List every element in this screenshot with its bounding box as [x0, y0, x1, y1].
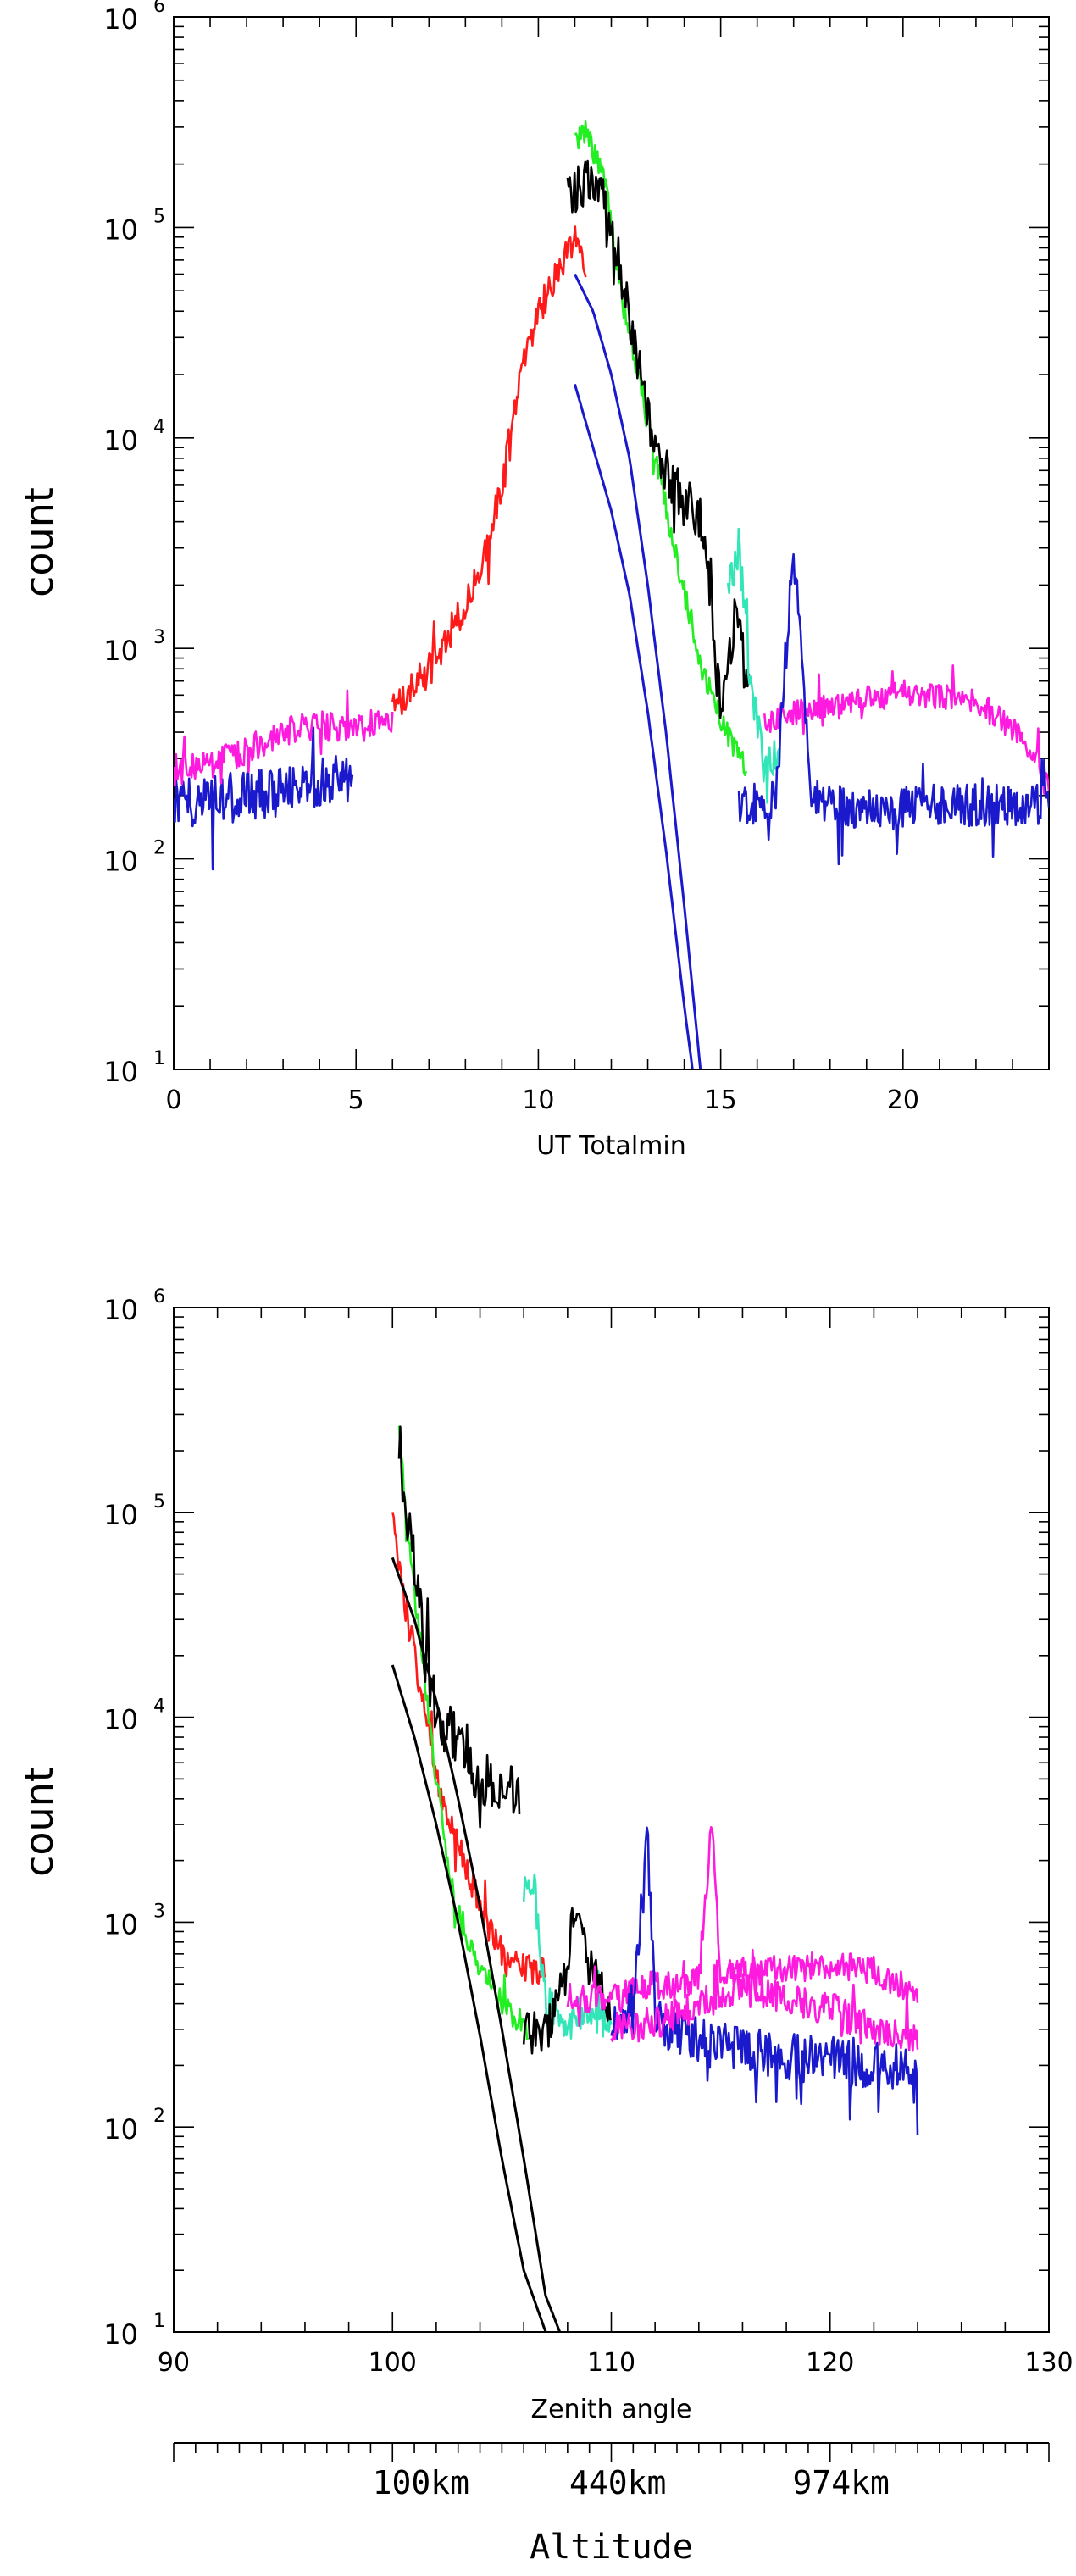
y-tick-label-exp: 5: [153, 206, 165, 227]
series-teal-line: [522, 1873, 613, 2040]
altitude-tick-label: 974km: [792, 2464, 889, 2501]
y-tick-label-base: 10: [103, 1908, 138, 1940]
x-tick-label: 20: [887, 1085, 919, 1115]
y-tick-label: 10 6: [103, 0, 165, 36]
altitude-tick-label: 440km: [569, 2464, 666, 2501]
fit-curve-line: [391, 1557, 562, 2332]
y-tick-label-exp: 1: [153, 2311, 165, 2332]
y-tick-label: 10 3: [103, 627, 165, 667]
plot-frame: [173, 1307, 1050, 2333]
y-tick-label: 10 4: [103, 417, 165, 457]
y-tick-label-base: 10: [103, 1499, 138, 1531]
y-tick-label-exp: 3: [153, 1901, 165, 1922]
altitude-tick-label: 100km: [373, 2464, 469, 2501]
x-tick-label: 5: [348, 1085, 364, 1115]
x-tick-label: 90: [158, 2348, 190, 2378]
y-tick-label-exp: 2: [153, 838, 165, 859]
x-tick-label: 10: [522, 1085, 554, 1115]
series-magenta-line: [566, 1826, 919, 2028]
y-tick-label-exp: 3: [153, 627, 165, 648]
x-tick-label: 100: [369, 2348, 417, 2378]
y-axis-title: count: [16, 487, 62, 597]
x-tick-label: 110: [587, 2348, 635, 2378]
series-blue-line: [174, 726, 354, 871]
y-tick-label: 10 1: [103, 2311, 165, 2351]
x-tick-label: 120: [806, 2348, 854, 2378]
y-tick-label: 10 3: [103, 1901, 165, 1940]
series-magenta-line: [763, 664, 1049, 796]
series-magenta-line: [174, 689, 394, 787]
plot-area: [391, 1425, 919, 2332]
y-tick-label-exp: 1: [153, 1048, 165, 1069]
y-tick-label-base: 10: [103, 846, 138, 878]
x-axis-title: UT Totalmin: [536, 1131, 685, 1161]
y-tick-label: 10 2: [103, 838, 165, 878]
series-green-line: [574, 119, 748, 777]
y-axis-title: count: [16, 1767, 62, 1877]
series-black-line: [566, 159, 751, 719]
y-tick-label-base: 10: [103, 3, 138, 36]
y-tick-label-exp: 6: [153, 1286, 165, 1307]
series-black-line: [522, 1907, 613, 2055]
y-tick-label: 10 6: [103, 1286, 165, 1326]
series-red-line: [391, 225, 587, 716]
y-tick-label: 10 5: [103, 206, 165, 246]
y-tick-label: 10 2: [103, 2106, 165, 2146]
series-blue-line: [737, 552, 1049, 866]
y-tick-label-base: 10: [103, 1056, 138, 1088]
y-tick-label-base: 10: [103, 1294, 138, 1326]
y-tick-label-base: 10: [103, 2318, 138, 2351]
y-tick-label-exp: 4: [153, 1696, 165, 1718]
plot-area: [174, 119, 1049, 1069]
series-red-line: [391, 1512, 547, 1985]
fit-curve-line: [391, 1664, 547, 2332]
y-tick-label: 10 1: [103, 1048, 165, 1088]
y-tick-label-exp: 6: [153, 0, 165, 17]
y-tick-label-exp: 4: [153, 417, 165, 438]
x-axis-title: Zenith angle: [531, 2395, 692, 2424]
x-tick-label: 15: [705, 1085, 737, 1115]
y-tick-label-base: 10: [103, 635, 138, 667]
fit-curve-line: [574, 273, 702, 1069]
top-chart: 0 5 10 15 20 10 1 10 2 10 3 10 4 10 5 10 6 UT Totalmin cou…: [16, 0, 1050, 1161]
y-tick-label-exp: 5: [153, 1491, 165, 1513]
x-tick-label: 0: [165, 1085, 181, 1115]
series-black-line: [397, 1425, 521, 1829]
y-tick-label-base: 10: [103, 1704, 138, 1736]
y-tick-label-exp: 2: [153, 2106, 165, 2127]
y-tick-label-base: 10: [103, 425, 138, 457]
y-tick-label: 10 5: [103, 1491, 165, 1531]
y-tick-label-base: 10: [103, 214, 138, 246]
series-green-line: [397, 1425, 530, 2040]
plot-frame: [173, 16, 1050, 1070]
x-tick-label: 130: [1024, 2348, 1073, 2378]
altitude-axis-title: Altitude: [530, 2528, 693, 2567]
fit-curve-line: [574, 384, 694, 1069]
y-tick-label-base: 10: [103, 2113, 138, 2146]
series-teal-line: [726, 527, 780, 804]
series-magenta-line: [610, 1948, 919, 2052]
y-tick-label: 10 4: [103, 1696, 165, 1736]
